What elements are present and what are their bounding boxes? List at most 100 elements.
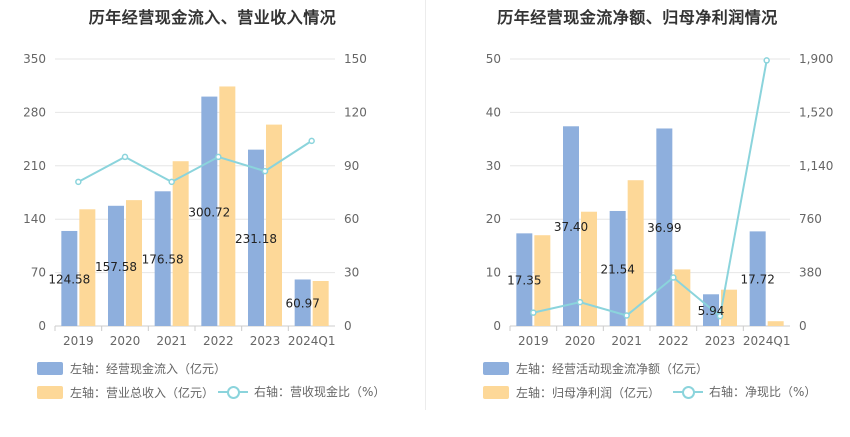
bar-secondary bbox=[219, 86, 236, 326]
chart-panel-net-cash: 历年经营现金流净额、归母净利润情况 0 0 10 380 20 760 30 1,140 40 1… bbox=[425, 0, 850, 437]
ratio-point bbox=[215, 153, 222, 161]
bar-primary bbox=[749, 231, 766, 326]
left-axis-tick-label: 140 bbox=[23, 212, 46, 226]
ratio-point bbox=[308, 137, 315, 145]
ratio-point bbox=[261, 167, 269, 175]
x-axis-tick-label: 2020 bbox=[110, 334, 141, 348]
bar-secondary bbox=[674, 269, 691, 326]
ratio-point bbox=[670, 274, 677, 281]
ratio-point bbox=[168, 178, 175, 186]
ratio-point bbox=[763, 57, 770, 64]
x-axis-tick-label: 2022 bbox=[203, 334, 234, 348]
right-axis-tick-label: 760 bbox=[799, 212, 822, 226]
bar-data-label: 17.72 bbox=[740, 273, 774, 287]
right-axis-tick-label: 380 bbox=[799, 266, 822, 280]
right-axis-tick-label: 30 bbox=[344, 266, 359, 280]
legend-item-net-cash-ratio[interactable]: 右轴：净现比（%） bbox=[673, 383, 816, 400]
legend-swatch-bar-blue bbox=[483, 362, 509, 375]
right-axis-tick-label: 1,140 bbox=[799, 159, 833, 173]
bar-secondary bbox=[721, 289, 737, 326]
left-axis-tick-label: 40 bbox=[486, 105, 501, 119]
legend-label: 左轴：经营活动现金流净额（亿元） bbox=[516, 362, 709, 376]
legend-item-net-cash-flow[interactable]: 左轴：经营活动现金流净额（亿元） bbox=[483, 360, 708, 377]
bar-secondary bbox=[172, 161, 189, 326]
bar-data-label: 300.72 bbox=[188, 205, 230, 219]
legend-label: 右轴：净现比（%） bbox=[709, 385, 817, 399]
left-axis-tick-label: 10 bbox=[486, 266, 501, 280]
ratio-line bbox=[533, 60, 768, 319]
ratio-point bbox=[530, 309, 537, 316]
bar-secondary bbox=[581, 211, 597, 326]
legend-label: 右轴：营收现金比（%） bbox=[254, 385, 386, 399]
bar-primary bbox=[201, 96, 218, 326]
legend-swatch-bar-yellow bbox=[483, 386, 509, 399]
bar-data-label: 21.54 bbox=[600, 262, 634, 276]
bar-data-label: 17.35 bbox=[507, 274, 541, 288]
left-axis-tick-label: 20 bbox=[486, 212, 501, 226]
left-axis-tick-label: 50 bbox=[486, 52, 501, 66]
bar-secondary bbox=[312, 280, 329, 326]
legend-label: 左轴：归母净利润（亿元） bbox=[516, 386, 661, 400]
bar-primary bbox=[703, 294, 719, 326]
bar-secondary bbox=[534, 235, 551, 326]
left-axis-tick-label: 210 bbox=[23, 159, 46, 173]
left-axis-tick-label: 0 bbox=[493, 319, 501, 333]
left-axis-tick-label: 350 bbox=[23, 52, 46, 66]
legend-swatch-bar-blue bbox=[37, 362, 63, 375]
ratio-point bbox=[75, 178, 82, 186]
bar-secondary bbox=[627, 180, 644, 326]
x-axis-tick-label: 2022 bbox=[658, 334, 689, 348]
right-axis-tick-label: 150 bbox=[344, 52, 367, 66]
legend-item-net-profit[interactable]: 左轴：归母净利润（亿元） bbox=[483, 384, 660, 401]
x-axis-tick-label: 2021 bbox=[156, 334, 187, 348]
left-axis-tick-label: 30 bbox=[486, 159, 501, 173]
left-axis-tick-label: 70 bbox=[31, 266, 46, 280]
ratio-point bbox=[121, 153, 129, 161]
ratio-line bbox=[77, 140, 313, 183]
chart-cash-inflow-revenue: 0 0 70 30 140 60 210 90 280 120 350 150 2019 2020 2021… bbox=[23, 52, 367, 348]
chart-title: 历年经营现金流净额、归母净利润情况 bbox=[497, 8, 778, 27]
bar-data-label: 231.18 bbox=[235, 232, 277, 246]
left-axis-tick-label: 280 bbox=[23, 105, 46, 119]
legend-swatch-bar-yellow bbox=[37, 386, 63, 399]
x-axis-tick-label: 2021 bbox=[611, 334, 642, 348]
ratio-point bbox=[716, 312, 724, 320]
ratio-point bbox=[576, 298, 584, 306]
ratio-point bbox=[623, 312, 630, 319]
chart-net-cash-profit: 0 0 10 380 20 760 30 1,140 40 1,520 50 1,900 2019 202… bbox=[486, 52, 834, 348]
x-axis-tick-label: 2019 bbox=[518, 334, 549, 348]
bar-secondary bbox=[266, 124, 282, 326]
bar-primary bbox=[609, 210, 626, 326]
legend-line-marker-icon bbox=[673, 385, 703, 399]
legend-label: 左轴：经营现金流入（亿元） bbox=[70, 362, 227, 376]
bar-data-label: 176.58 bbox=[142, 253, 184, 267]
bar-primary bbox=[294, 279, 311, 326]
left-axis-tick-label: 0 bbox=[38, 319, 46, 333]
right-axis-tick-label: 90 bbox=[344, 159, 359, 173]
legend-item-cash-ratio[interactable]: 右轴：营收现金比（%） bbox=[218, 383, 385, 400]
legend-item-cash-inflow[interactable]: 左轴：经营现金流入（亿元） bbox=[37, 360, 226, 377]
legend-item-revenue[interactable]: 左轴：营业总收入（亿元） bbox=[37, 384, 214, 401]
bar-primary bbox=[656, 128, 673, 326]
bar-data-label: 5.94 bbox=[698, 304, 725, 318]
right-axis-tick-label: 0 bbox=[344, 319, 352, 333]
x-axis-tick-label: 2024Q1 bbox=[743, 334, 791, 348]
x-axis-tick-label: 2024Q1 bbox=[288, 334, 336, 348]
bar-secondary bbox=[79, 209, 96, 326]
x-axis-tick-label: 2020 bbox=[565, 334, 596, 348]
bar-secondary bbox=[126, 200, 142, 326]
panel-divider bbox=[425, 0, 426, 410]
right-axis-tick-label: 1,520 bbox=[799, 105, 833, 119]
bar-data-label: 124.58 bbox=[48, 272, 90, 286]
bar-primary bbox=[563, 126, 579, 326]
bar-primary bbox=[516, 233, 533, 326]
legend-line-marker-icon bbox=[218, 385, 248, 399]
legend-label: 左轴：营业总收入（亿元） bbox=[70, 386, 215, 400]
right-axis-tick-label: 0 bbox=[799, 319, 807, 333]
right-axis-tick-label: 60 bbox=[344, 212, 359, 226]
bar-secondary bbox=[767, 321, 784, 326]
x-axis-tick-label: 2023 bbox=[250, 334, 281, 348]
x-axis-tick-label: 2019 bbox=[63, 334, 94, 348]
chart-title: 历年经营现金流入、营业收入情况 bbox=[88, 8, 337, 27]
bar-data-label: 60.97 bbox=[285, 297, 319, 311]
